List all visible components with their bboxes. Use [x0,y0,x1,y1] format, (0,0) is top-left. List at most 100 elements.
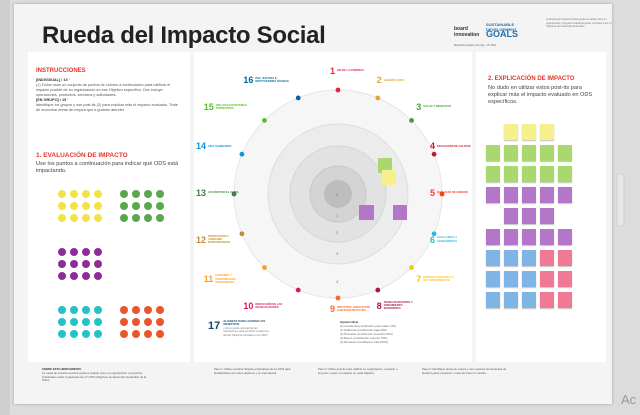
sticky-note[interactable] [558,166,572,182]
sticky-note[interactable] [486,166,500,182]
rating-dot[interactable] [156,190,164,198]
sticky-note[interactable] [504,145,518,161]
rating-dot[interactable] [94,306,102,314]
sticky-note[interactable] [522,208,536,224]
rating-dot[interactable] [82,190,90,198]
rating-dot[interactable] [58,272,66,280]
rating-dot[interactable] [156,214,164,222]
sticky-note[interactable] [522,229,536,245]
wheel-sticky-purple-2[interactable] [393,205,407,220]
rating-dot[interactable] [70,260,78,268]
sticky-note[interactable] [540,250,554,266]
rating-dot[interactable] [70,330,78,338]
rating-dot[interactable] [156,306,164,314]
sticky-note[interactable] [486,187,500,203]
rating-dot[interactable] [94,214,102,222]
rating-dot[interactable] [82,214,90,222]
rating-dot[interactable] [82,318,90,326]
rating-dot[interactable] [70,306,78,314]
sticky-note[interactable] [522,166,536,182]
sticky-note[interactable] [486,145,500,161]
rating-dot[interactable] [156,202,164,210]
sticky-note[interactable] [540,187,554,203]
sticky-note[interactable] [486,250,500,266]
sticky-note[interactable] [522,292,536,308]
rating-dot[interactable] [156,330,164,338]
rating-dot[interactable] [70,202,78,210]
rating-dot[interactable] [156,318,164,326]
rating-dot[interactable] [82,330,90,338]
rating-dot[interactable] [94,318,102,326]
sticky-note[interactable] [504,229,518,245]
sticky-note[interactable] [504,250,518,266]
rating-dot[interactable] [120,318,128,326]
sticky-note[interactable] [522,271,536,287]
rating-dot[interactable] [58,306,66,314]
sticky-note[interactable] [540,124,554,140]
rating-dot[interactable] [120,330,128,338]
rating-dot[interactable] [120,214,128,222]
sticky-note[interactable] [504,271,518,287]
rating-dot[interactable] [58,318,66,326]
sticky-note[interactable] [558,145,572,161]
rating-dot[interactable] [58,190,66,198]
sticky-note[interactable] [522,250,536,266]
rating-dot[interactable] [94,248,102,256]
sticky-note[interactable] [558,250,572,266]
rating-dot[interactable] [132,190,140,198]
rating-dot[interactable] [144,306,152,314]
sticky-note[interactable] [558,271,572,287]
rating-dot[interactable] [70,190,78,198]
rating-dot[interactable] [144,318,152,326]
rating-dot[interactable] [120,306,128,314]
sticky-note[interactable] [540,292,554,308]
sticky-note[interactable] [486,229,500,245]
sticky-note[interactable] [540,208,554,224]
rating-dot[interactable] [132,202,140,210]
rating-dot[interactable] [94,272,102,280]
rating-dot[interactable] [132,318,140,326]
rating-dot[interactable] [132,306,140,314]
sticky-note[interactable] [558,292,572,308]
rating-dot[interactable] [70,272,78,280]
side-handle-icon[interactable] [615,173,627,227]
sticky-note[interactable] [540,145,554,161]
sticky-note[interactable] [522,124,536,140]
rating-dot[interactable] [132,214,140,222]
rating-dot[interactable] [144,330,152,338]
rating-dot[interactable] [144,202,152,210]
rating-dot[interactable] [82,248,90,256]
wheel-sticky-yellow[interactable] [382,170,396,185]
sticky-note[interactable] [558,229,572,245]
sticky-note[interactable] [504,124,518,140]
rating-dot[interactable] [144,190,152,198]
rating-dot[interactable] [82,272,90,280]
wheel-sticky-green[interactable] [378,158,392,173]
rating-dot[interactable] [58,248,66,256]
rating-dot[interactable] [82,306,90,314]
rating-dot[interactable] [144,214,152,222]
side-handle[interactable] [615,173,627,227]
rating-dot[interactable] [82,202,90,210]
sticky-note[interactable] [504,208,518,224]
rating-dot[interactable] [70,248,78,256]
rating-dot[interactable] [70,214,78,222]
rating-dot[interactable] [120,190,128,198]
rating-dot[interactable] [70,318,78,326]
sticky-note[interactable] [540,229,554,245]
wheel-sticky-purple[interactable] [359,205,374,220]
sticky-note[interactable] [504,166,518,182]
rating-dot[interactable] [82,260,90,268]
rating-dot[interactable] [58,330,66,338]
rating-dot[interactable] [58,214,66,222]
sticky-note[interactable] [540,271,554,287]
sticky-note[interactable] [504,292,518,308]
rating-dot[interactable] [94,190,102,198]
rating-dot[interactable] [58,260,66,268]
whiteboard-frame[interactable]: Rueda del Impacto Social board innovatio… [14,4,612,404]
rating-dot[interactable] [58,202,66,210]
rating-dot[interactable] [94,260,102,268]
sticky-note[interactable] [540,166,554,182]
rating-dot[interactable] [120,202,128,210]
sticky-note[interactable] [486,292,500,308]
